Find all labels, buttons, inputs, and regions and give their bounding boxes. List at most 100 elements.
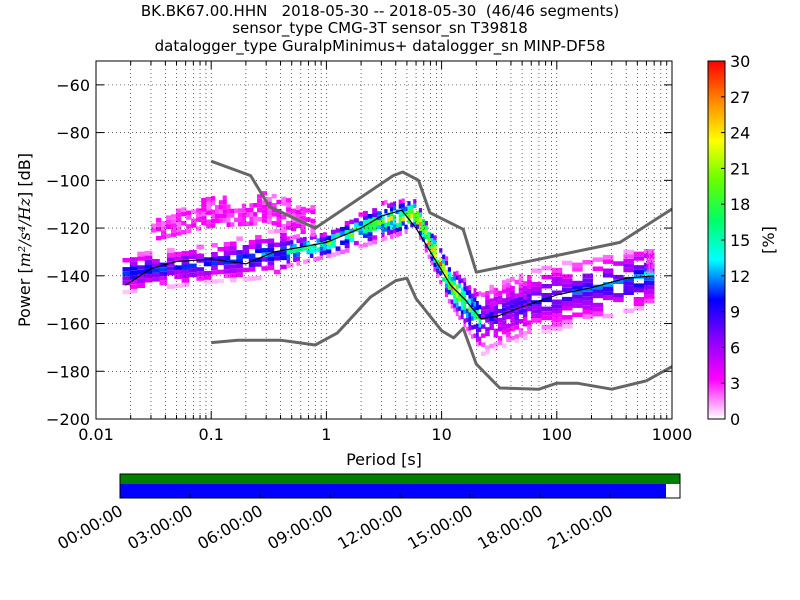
pdf-cell (430, 233, 434, 239)
pdf-cell (273, 228, 281, 234)
pdf-cell (257, 203, 263, 208)
pdf-cell (323, 250, 327, 255)
colorbar: 0 3 6 9 12 15 18 21 24 27 30 (707, 52, 750, 429)
pdf-cell (502, 280, 507, 285)
pdf-cell (453, 303, 456, 308)
pdf-cell (418, 235, 423, 240)
pdf-cell (211, 265, 218, 271)
pdf-cell (455, 307, 459, 312)
pdf-cell (326, 249, 332, 254)
pdf-cell (592, 257, 604, 262)
pdf-cell (253, 221, 258, 226)
pdf-cell (241, 203, 246, 209)
pdf-cell (218, 213, 223, 219)
pdf-cell (430, 260, 434, 266)
pdf-cell (349, 228, 355, 234)
pdf-cell (156, 217, 162, 223)
pdf-cell (191, 209, 197, 214)
pdf-cell (506, 332, 511, 338)
pdf-cell (326, 253, 332, 259)
pdf-cell (255, 257, 262, 263)
pdf-cell (242, 254, 250, 259)
pdf-cell (522, 290, 528, 295)
pdf-cell (518, 296, 524, 301)
pdf-cell (650, 264, 652, 269)
pdf-cell (493, 342, 499, 347)
pdf-cell (340, 249, 345, 255)
noise-model-high (210, 159, 672, 274)
pdf-cell (646, 259, 648, 265)
pdf-cell (237, 217, 242, 222)
pdf-cell (295, 205, 301, 210)
pdf-cell (381, 223, 385, 229)
pdf-cell (381, 219, 385, 224)
pdf-cell (465, 326, 469, 332)
pdf-cell (286, 207, 292, 212)
pdf-cell (189, 272, 197, 278)
pdf-cell (306, 258, 310, 264)
pdf-cell (643, 280, 655, 286)
pdf-cell (248, 267, 256, 272)
pdf-cell (189, 263, 197, 269)
colorbar-tick-label: 12 (730, 267, 750, 286)
pdf-cell (633, 283, 645, 288)
pdf-cell (439, 257, 443, 262)
y-axis-label-prefix: Power [ (15, 267, 34, 327)
pdf-cell (245, 221, 250, 226)
pdf-cell (473, 301, 477, 307)
pdf-cell (230, 213, 235, 218)
pdf-cell (331, 234, 336, 239)
pdf-cell (319, 242, 324, 247)
pdf-cell (502, 302, 507, 308)
pdf-cell (303, 246, 307, 251)
pdf-cell (306, 240, 310, 246)
pdf-cell (159, 276, 168, 281)
pdf-cell (296, 238, 300, 243)
pdf-cell (267, 265, 275, 271)
pdf-cell (363, 229, 368, 234)
pdf-cell (433, 267, 437, 272)
pdf-cell (398, 222, 402, 227)
pdf-cell (226, 213, 231, 218)
pdf-cell (447, 285, 451, 290)
timeline-tick-label: 06:00:00 (194, 501, 266, 553)
pdf-cell (358, 230, 364, 235)
pdf-cell (418, 221, 423, 227)
timeline-tick-label: 00:00:00 (54, 501, 126, 553)
pdf-cell (296, 256, 300, 262)
pdf-cell (261, 209, 267, 214)
pdf-cell (602, 286, 614, 292)
pdf-cell (493, 301, 499, 306)
pdf-cell (242, 276, 250, 282)
pdf-cell (450, 276, 454, 282)
pdf-cell (647, 268, 649, 274)
pdf-cell (234, 217, 239, 223)
pdf-cell (460, 314, 464, 320)
pdf-cell (156, 222, 162, 227)
chart-title-line-3: datalogger_type GuralpMinimus+ datalogge… (154, 37, 606, 55)
pdf-cell (137, 251, 145, 257)
pdf-cell (439, 279, 443, 285)
pdf-cell (510, 299, 515, 304)
pdf-cell (176, 208, 182, 213)
pdf-cell (518, 328, 524, 333)
pdf-cell (387, 221, 391, 227)
pdf-cell (485, 345, 490, 350)
pdf-cell (478, 304, 482, 310)
pdf-cell (424, 225, 428, 230)
pdf-cell (300, 229, 306, 234)
pdf-cell (281, 214, 287, 220)
pdf-cell (395, 227, 399, 233)
pdf-cell (289, 249, 294, 254)
pdf-cell (367, 241, 373, 246)
colorbar-tick-label: 30 (730, 52, 750, 71)
pdf-cell (286, 263, 291, 269)
pdf-cell (372, 235, 378, 240)
pdf-cell (522, 294, 528, 300)
pdf-cell (392, 224, 397, 229)
pdf-cell (222, 204, 227, 210)
pdf-cell (444, 260, 449, 266)
pdf-cell (518, 291, 524, 297)
pdf-cell (522, 312, 528, 318)
colorbar-label: [%] (759, 226, 778, 254)
